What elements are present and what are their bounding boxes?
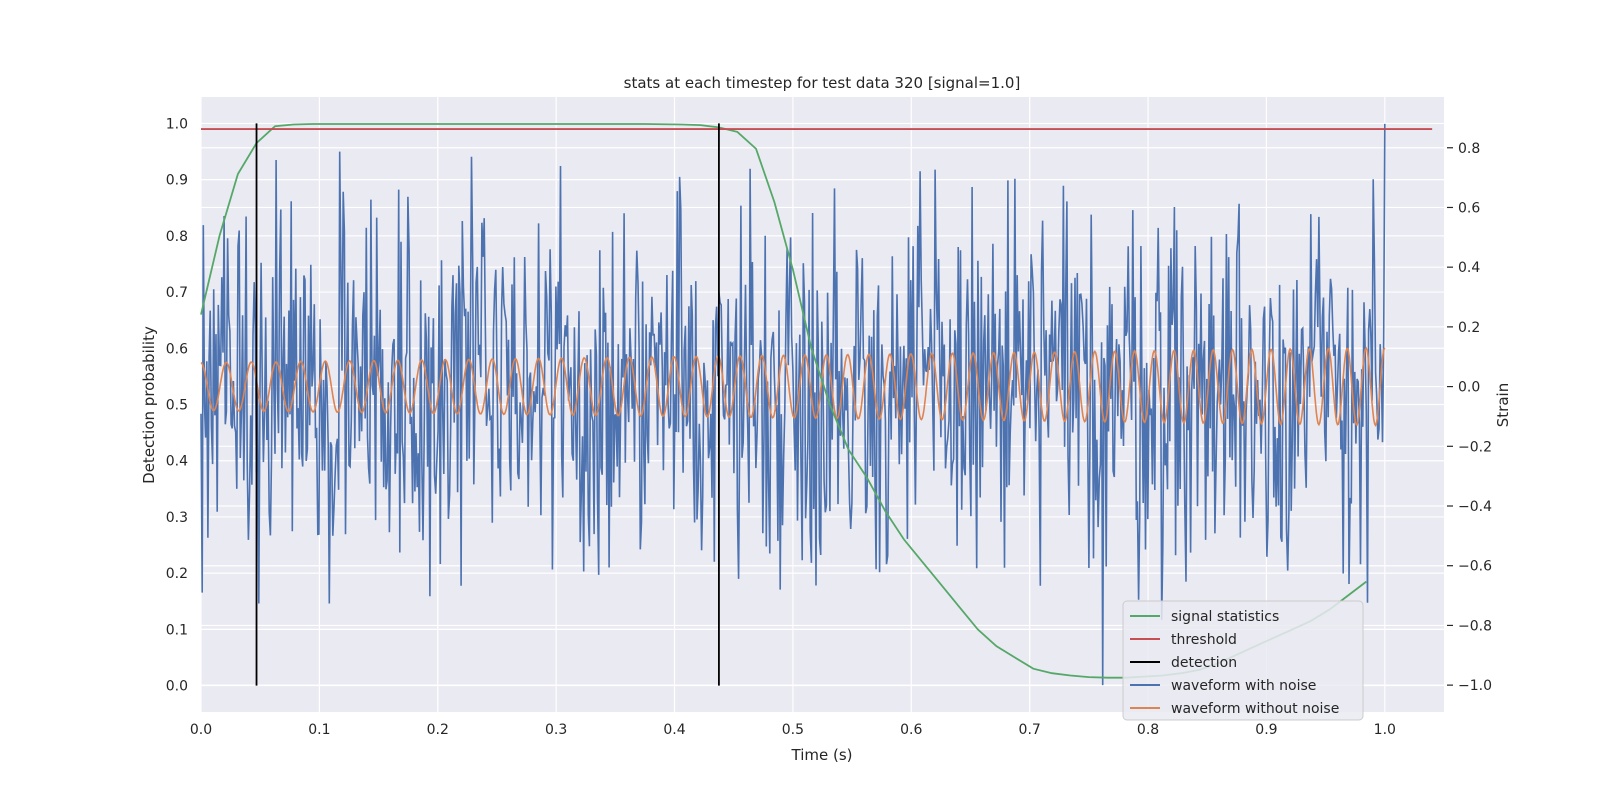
legend-label-waveform-without-noise: waveform without noise xyxy=(1171,701,1339,717)
x-axis-label: Time (s) xyxy=(791,746,853,764)
x-tick-label: 0.3 xyxy=(545,722,567,738)
legend-box xyxy=(1122,600,1364,721)
right-tick-label: −1.0 xyxy=(1458,678,1492,694)
right-tick-label: 0.8 xyxy=(1458,141,1480,157)
legend: signal statistics threshold detection wa… xyxy=(1122,600,1364,721)
x-tick-label: 0.1 xyxy=(308,722,330,738)
x-tick-label: 0.6 xyxy=(900,722,922,738)
right-tick-label: −0.2 xyxy=(1458,439,1492,455)
right-axis-label: Strain xyxy=(1494,383,1512,427)
right-tick-label: 0.6 xyxy=(1458,200,1480,216)
right-tick-label: 0.0 xyxy=(1458,380,1480,396)
y-tick-label: 0.9 xyxy=(166,173,188,189)
y-axis-ticks: 0.0 0.1 0.2 0.3 0.4 0.5 0.6 0.7 0.8 0.9 1.0 xyxy=(166,116,188,694)
series-waveform-without-noise xyxy=(200,346,1386,427)
y-tick-label: 0.2 xyxy=(166,566,188,582)
x-tick-label: 0.5 xyxy=(782,722,804,738)
y-tick-label: 0.7 xyxy=(166,285,188,301)
legend-label-detection: detection xyxy=(1171,655,1237,671)
x-tick-label: 0.9 xyxy=(1255,722,1277,738)
y-axis-label: Detection probability xyxy=(140,326,158,484)
legend-label-signal-statistics: signal statistics xyxy=(1171,609,1279,625)
right-tick-label: −0.4 xyxy=(1458,499,1492,515)
y-tick-label: 0.1 xyxy=(166,622,188,638)
x-axis-ticks: 0.0 0.1 0.2 0.3 0.4 0.5 0.6 0.7 0.8 0.9 1.0 xyxy=(190,722,1396,738)
x-tick-label: 1.0 xyxy=(1374,722,1396,738)
waveform-with-noise-layer xyxy=(200,123,1386,686)
legend-label-waveform-with-noise: waveform with noise xyxy=(1171,678,1316,694)
right-tick-label: 0.2 xyxy=(1458,320,1480,336)
y-tick-label: 0.6 xyxy=(166,341,188,357)
detection-layer xyxy=(255,123,720,686)
waveform-without-noise-layer xyxy=(200,346,1386,427)
series-waveform-with-noise xyxy=(200,123,1386,686)
right-tick-label: 0.4 xyxy=(1458,260,1480,276)
y-tick-label: 0.4 xyxy=(166,454,188,470)
y-tick-label: 1.0 xyxy=(166,116,188,132)
y-tick-label: 0.0 xyxy=(166,679,188,695)
x-tick-label: 0.4 xyxy=(663,722,685,738)
x-tick-label: 0.2 xyxy=(427,722,449,738)
legend-label-threshold: threshold xyxy=(1171,632,1237,648)
x-tick-label: 0.8 xyxy=(1137,722,1159,738)
y-tick-label: 0.8 xyxy=(166,229,188,245)
right-tick-label: −0.8 xyxy=(1458,618,1492,634)
y-tick-label: 0.5 xyxy=(166,398,188,414)
y-tick-label: 0.3 xyxy=(166,510,188,526)
right-axis-ticks: −1.0 −0.8 −0.6 −0.4 −0.2 0.0 0.2 0.4 0.6 0.8 xyxy=(1447,141,1492,694)
right-tick-label: −0.6 xyxy=(1458,559,1492,575)
chart-title: stats at each timestep for test data 320… xyxy=(624,74,1021,92)
x-tick-label: 0.0 xyxy=(190,722,212,738)
x-tick-label: 0.7 xyxy=(1019,722,1041,738)
